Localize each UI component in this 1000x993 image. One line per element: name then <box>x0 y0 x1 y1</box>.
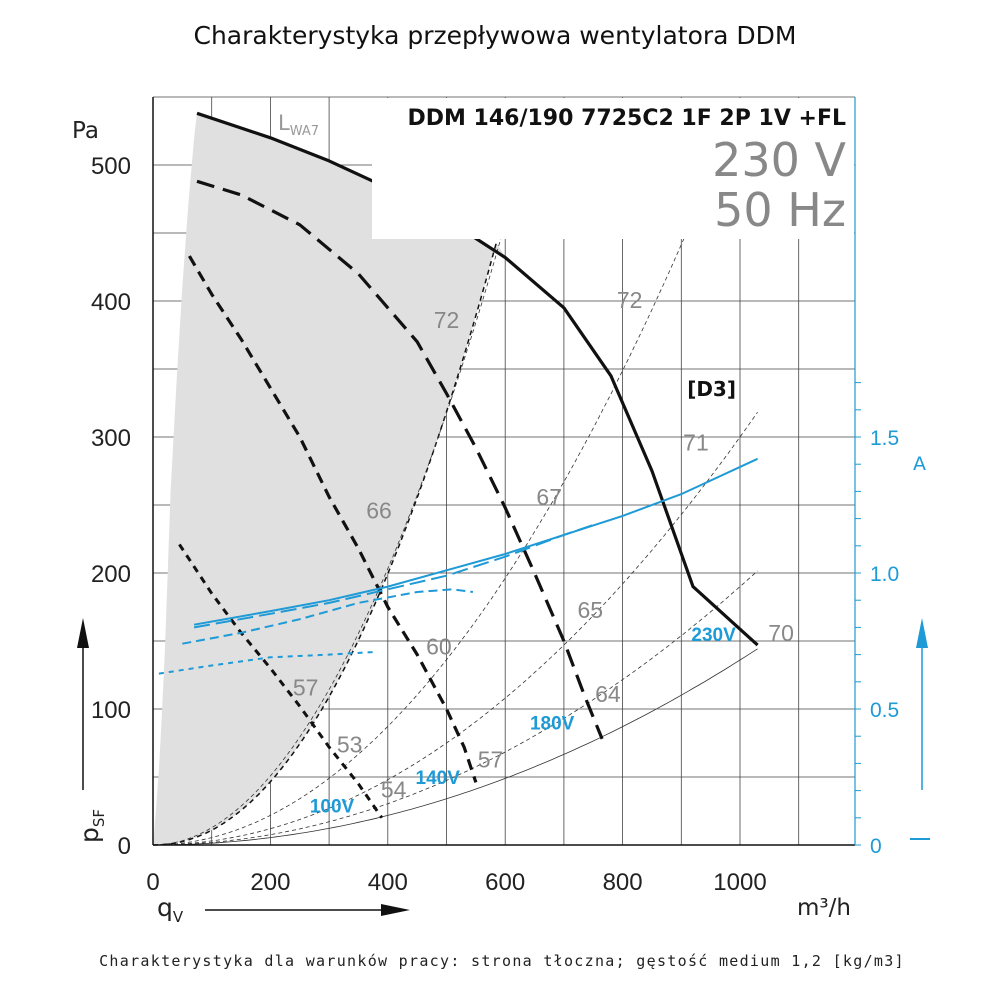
current-curve-I-100V <box>158 650 377 675</box>
y-tick-label: 500 <box>91 153 131 180</box>
svg-text:pSF: pSF <box>75 809 108 843</box>
db-label: 65 <box>578 597 604 623</box>
system-curve-5 <box>152 115 535 846</box>
system-curves <box>152 115 758 846</box>
y-axis-arrow <box>77 618 89 790</box>
db-label: 57 <box>478 746 504 772</box>
system-curve-2 <box>153 570 758 846</box>
voltage-label: 230 V <box>712 133 846 187</box>
y-tick-label: 300 <box>91 425 131 452</box>
current-curve-I-180V <box>193 523 597 629</box>
d3-label: [D3] <box>687 377 736 401</box>
db-label: 60 <box>426 634 452 660</box>
system-curve-1 <box>153 648 758 846</box>
x-tick-label: 600 <box>485 869 525 896</box>
y-tick-label: 400 <box>91 289 131 316</box>
current-curve-I-230V <box>193 457 759 626</box>
system-curve-3 <box>153 411 758 846</box>
y2-tick-label: 0 <box>870 835 882 858</box>
db-label: 71 <box>683 430 709 456</box>
y-tick-label: 0 <box>118 833 131 860</box>
x-axis-label: qV <box>157 893 184 926</box>
voltage-curve-label: 100V <box>310 796 355 817</box>
chart-title: Charakterystyka przepływowa wentylatora … <box>193 21 796 50</box>
info-box-background <box>372 98 854 239</box>
model-label: DDM 146/190 7725C2 1F 2P 1V +FL <box>407 106 846 131</box>
pressure-curve-180V <box>196 179 604 740</box>
db-label: 54 <box>381 776 407 802</box>
y-axis-label: pSF <box>75 809 108 843</box>
lwa-label: LWA7 <box>278 111 319 139</box>
footnote: Charakterystyka dla warunków pracy: stro… <box>99 952 905 970</box>
y2-tick-label: 1.0 <box>870 563 899 586</box>
y-unit-label: Pa <box>72 118 99 144</box>
x-tick-label: 800 <box>603 869 643 896</box>
x-axis-arrow <box>205 904 410 916</box>
y-tick-label: 200 <box>91 561 131 588</box>
db-label: 72 <box>434 307 460 333</box>
x-unit-label: m³/h <box>797 895 851 921</box>
voltage-curve-label: 180V <box>530 713 575 734</box>
db-label: 57 <box>293 674 319 700</box>
db-label: 64 <box>595 681 621 707</box>
x-tick-label: 1000 <box>713 869 766 896</box>
db-label: 66 <box>366 498 392 524</box>
x-tick-label: 0 <box>146 869 159 896</box>
x-tick-label: 200 <box>250 869 290 896</box>
db-label: 70 <box>768 620 794 646</box>
current-series <box>158 457 759 675</box>
db-label: 72 <box>617 287 643 313</box>
system-curve-4 <box>152 118 735 846</box>
pressure-curve-100V <box>178 543 384 819</box>
y2-tick-label: 0.5 <box>870 699 899 722</box>
voltage-curve-label: 230V <box>691 625 736 646</box>
y2-unit-label: A <box>913 453 926 475</box>
lwa-boundary-line <box>152 242 498 846</box>
pressure-curve-140V <box>188 255 478 783</box>
pressure-series <box>178 111 759 819</box>
db-label: 67 <box>536 484 562 510</box>
curve-labels: 7272717067666564605757535475 dB230V180V1… <box>293 185 794 818</box>
x-tick-label: 400 <box>368 869 408 896</box>
y2-axis-arrow <box>916 618 928 790</box>
voltage-curve-label: 140V <box>416 768 461 789</box>
y-tick-label: 100 <box>91 697 131 724</box>
current-curve-I-140V <box>182 588 474 645</box>
db-label: 53 <box>337 732 363 758</box>
frequency-label: 50 Hz <box>714 183 846 237</box>
axes: 0 200 400 600 800 1000 0 100 200 300 400 500 0 0.5 1.0… <box>91 97 899 896</box>
pressure-curve-230V <box>196 111 759 647</box>
y2-tick-label: 1.5 <box>870 427 899 450</box>
